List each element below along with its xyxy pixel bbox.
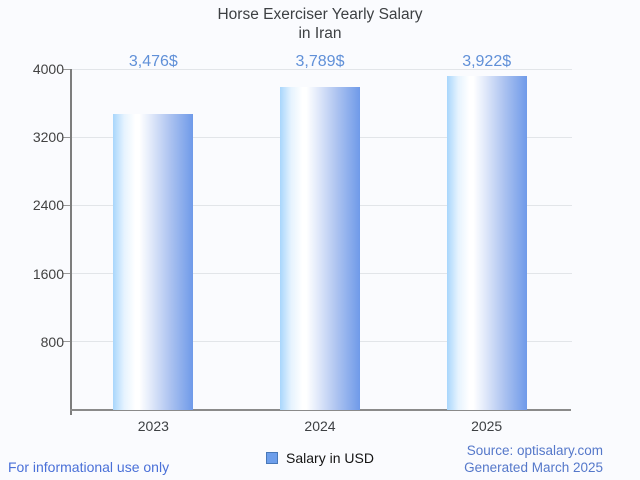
x-tick-label: 2024 [304,418,336,434]
source-info: Source: optisalary.com Generated March 2… [464,443,603,476]
y-tick-label: 2400 [32,197,64,214]
y-tick-label: 4000 [32,61,64,77]
source-link[interactable]: Source: optisalary.com [466,443,603,458]
y-tick-mark [63,68,70,70]
generated-date: Generated March 2025 [464,459,603,475]
legend-label: Salary in USD [286,450,374,466]
bar [446,75,527,410]
gridline [70,68,572,70]
disclaimer-text: For informational use only [8,459,170,475]
chart-title: Horse Exerciser Yearly Salary in Iran [0,5,640,43]
y-tick-label: 1600 [32,265,64,282]
bar-value-label: 3,476$ [128,53,178,70]
y-tick-label: 800 [40,333,64,350]
y-tick-mark [63,273,70,275]
y-tick-mark [63,341,70,343]
legend-marker-icon [266,452,279,464]
bar-value-label: 3,789$ [295,53,345,70]
bar [113,113,194,410]
chart-title-line1: Horse Exerciser Yearly Salary [217,6,423,23]
legend: Salary in USD [0,450,640,466]
chart-title-line2: in Iran [298,25,342,42]
y-tick-mark [63,136,70,138]
bar [280,86,360,410]
x-tick-label: 2023 [137,418,169,434]
x-tick-label: 2025 [471,418,503,434]
y-tick-label: 3200 [32,129,64,146]
y-tick-mark [63,204,70,206]
y-axis-line [70,69,72,415]
bar-value-label: 3,922$ [462,53,512,70]
x-axis-line [70,409,571,411]
